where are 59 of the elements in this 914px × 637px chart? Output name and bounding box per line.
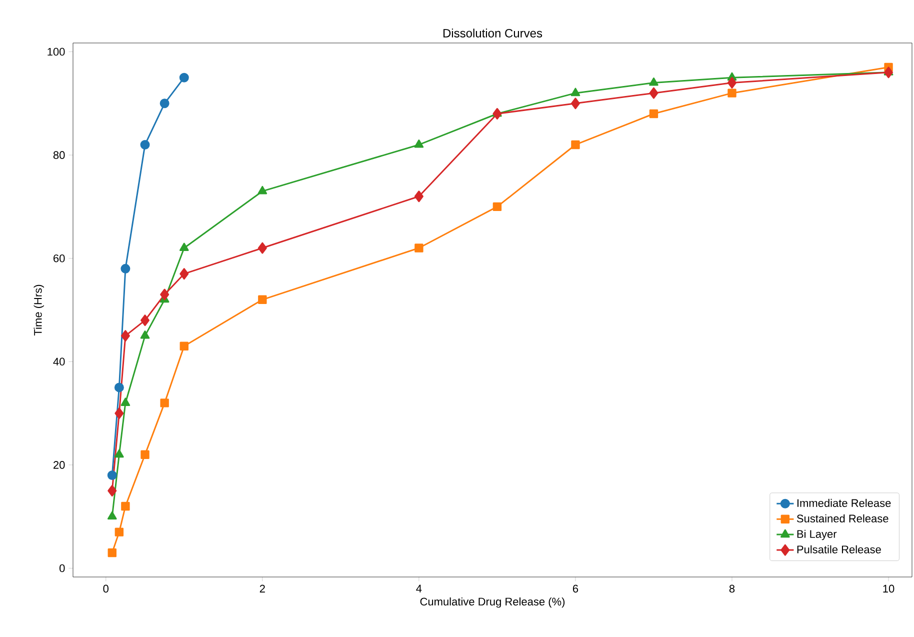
point bbox=[180, 268, 189, 280]
point bbox=[571, 140, 580, 150]
x-tick-label: 2 bbox=[260, 584, 265, 592]
point bbox=[179, 242, 189, 252]
y-tick-label: 0 bbox=[60, 564, 65, 572]
point bbox=[884, 66, 894, 78]
legend-label: Bi Layer bbox=[797, 530, 837, 540]
point bbox=[492, 202, 502, 212]
point bbox=[180, 342, 188, 350]
point bbox=[121, 502, 130, 511]
x-tick-label: 10 bbox=[883, 584, 894, 593]
point bbox=[120, 264, 130, 274]
point bbox=[114, 528, 124, 536]
point bbox=[160, 398, 169, 408]
point bbox=[140, 314, 150, 326]
legend-label: Pulsatile Release bbox=[797, 545, 881, 554]
point bbox=[114, 382, 124, 392]
point bbox=[414, 139, 424, 148]
x-tick-label: 0 bbox=[103, 584, 108, 593]
point bbox=[649, 109, 658, 118]
point bbox=[160, 288, 170, 300]
point bbox=[179, 72, 189, 82]
point bbox=[140, 450, 150, 459]
point bbox=[258, 242, 267, 254]
y-tick-label: 80 bbox=[53, 151, 65, 159]
x-tick-label: 8 bbox=[729, 584, 735, 593]
point bbox=[649, 78, 658, 86]
point bbox=[728, 88, 736, 98]
x-tick-label: 6 bbox=[572, 584, 578, 593]
point bbox=[140, 140, 150, 150]
y-tick-label: 100 bbox=[48, 48, 65, 56]
point bbox=[727, 77, 736, 89]
y-tick-label: 20 bbox=[54, 461, 65, 469]
point bbox=[414, 244, 424, 252]
point bbox=[107, 511, 117, 520]
y-axis-title: Time (Hrs) bbox=[34, 284, 44, 336]
point bbox=[120, 398, 130, 406]
point bbox=[140, 330, 150, 339]
legend-label: Sustained Release bbox=[796, 514, 888, 522]
point bbox=[649, 87, 658, 99]
point bbox=[570, 88, 580, 96]
chart-title: Dissolution Curves bbox=[443, 28, 542, 38]
point bbox=[258, 295, 267, 304]
point bbox=[108, 548, 116, 558]
legend-label: Immediate Release bbox=[797, 498, 891, 507]
point bbox=[120, 330, 130, 342]
y-tick-label: 60 bbox=[54, 254, 65, 262]
point bbox=[570, 98, 580, 110]
point bbox=[108, 484, 117, 496]
point bbox=[114, 408, 124, 420]
point bbox=[258, 186, 268, 194]
y-tick-label: 40 bbox=[53, 358, 65, 366]
point bbox=[492, 108, 502, 120]
x-axis-title: Cumulative Drug Release (%) bbox=[420, 597, 565, 608]
point bbox=[114, 449, 124, 458]
point bbox=[414, 190, 424, 202]
point bbox=[107, 470, 117, 480]
x-tick-label: 4 bbox=[416, 584, 422, 592]
point bbox=[160, 98, 170, 108]
